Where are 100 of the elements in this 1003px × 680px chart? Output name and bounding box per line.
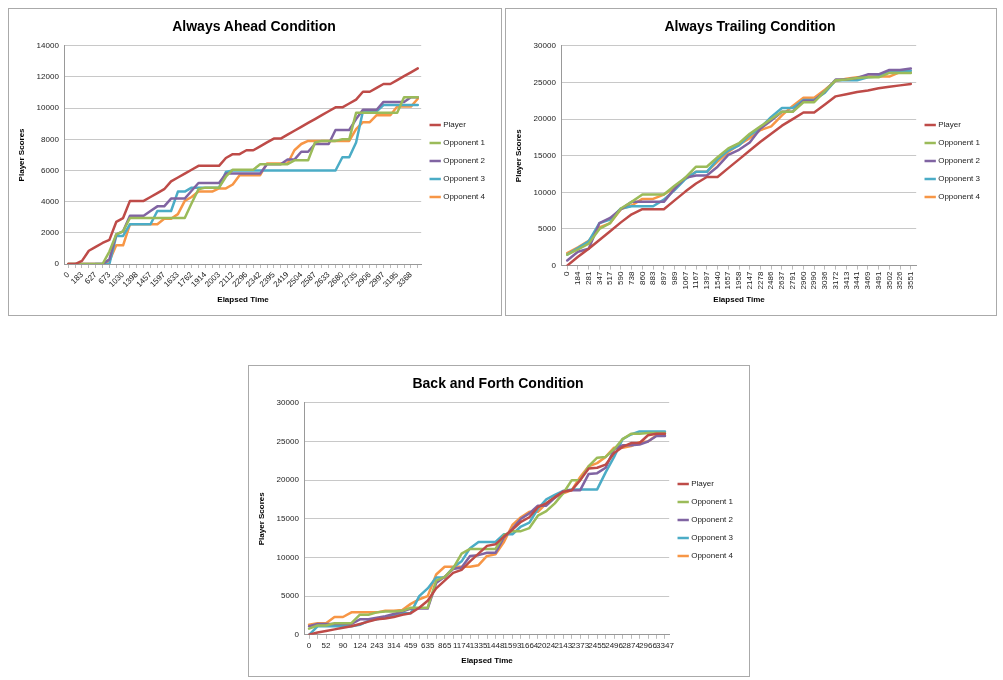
x-tick-label: 2791: [787, 271, 797, 290]
legend-label: Player: [691, 479, 715, 489]
x-tick-label: 865: [437, 640, 452, 650]
y-tick-label: 12000: [36, 72, 60, 82]
legend-label: Opponent 3: [443, 174, 486, 184]
chart-title: Always Ahead Condition: [172, 18, 336, 35]
x-tick-label: 1657: [723, 271, 733, 290]
x-tick-label: 3441: [852, 271, 862, 290]
y-axis-title: Player Scores: [17, 127, 26, 182]
x-tick-label: 1174: [453, 640, 471, 650]
y-tick-label: 15000: [533, 150, 557, 160]
x-tick-label: 2990: [809, 271, 819, 290]
x-tick-label: 1067: [680, 271, 690, 290]
legend-label: Opponent 1: [938, 138, 981, 148]
x-tick-label: 459: [404, 640, 418, 650]
y-tick-label: 10000: [36, 103, 60, 113]
x-tick-label: 517: [605, 271, 615, 285]
x-tick-label: 1540: [712, 271, 722, 290]
y-tick-label: 4000: [41, 196, 60, 206]
y-tick-label: 14000: [36, 41, 60, 50]
legend-label: Opponent 2: [938, 156, 981, 166]
y-tick-label: 5000: [538, 224, 557, 234]
y-axis-title: Player Scores: [514, 128, 523, 183]
x-tick-label: 281: [583, 271, 593, 285]
x-tick-label: 635: [421, 640, 435, 650]
legend-label: Opponent 3: [691, 533, 734, 543]
chart-title: Always Trailing Condition: [664, 18, 836, 35]
x-tick-label: 52: [321, 640, 332, 650]
x-tick-label: 897: [659, 271, 669, 285]
x-tick-label: 2960: [798, 271, 808, 290]
x-tick-label: 1958: [734, 271, 744, 290]
y-tick-label: 8000: [41, 134, 60, 144]
legend-label: Opponent 4: [443, 192, 486, 202]
x-tick-label: 314: [387, 640, 402, 650]
y-tick-label: 20000: [276, 475, 300, 485]
x-tick-label: 2278: [755, 271, 765, 290]
legend-label: Opponent 1: [443, 138, 486, 148]
x-tick-label: 2143: [554, 640, 573, 650]
x-tick-label: 3502: [884, 271, 894, 290]
x-tick-label: 2024: [537, 640, 556, 650]
x-tick-label: 3036: [820, 271, 830, 290]
x-tick-label: 3413: [841, 271, 851, 290]
x-tick-label: 1448: [486, 640, 505, 650]
x-axis-title: Elapsed Time: [713, 295, 766, 305]
x-tick-label: 3526: [895, 271, 905, 290]
x-tick-label: 347: [594, 271, 604, 285]
y-tick-label: 6000: [41, 165, 60, 175]
x-axis-title: Elapsed Time: [461, 656, 514, 666]
y-tick-label: 30000: [533, 41, 557, 50]
legend-label: Player: [443, 120, 467, 130]
legend-label: Opponent 3: [938, 174, 981, 184]
y-tick-label: 15000: [276, 514, 300, 523]
x-tick-label: 3469: [863, 271, 873, 290]
y-tick-label: 0: [294, 630, 300, 639]
x-tick-label: 2486: [766, 271, 776, 290]
x-tick-label: 1335: [469, 640, 488, 650]
y-tick-label: 25000: [276, 436, 300, 446]
x-tick-label: 124: [353, 640, 368, 650]
y-tick-label: 0: [54, 259, 60, 269]
chart-title: Back and Forth Condition: [412, 375, 584, 392]
x-tick-label: 1664: [520, 640, 539, 650]
legend-label: Opponent 4: [691, 551, 734, 561]
y-tick-label: 30000: [276, 398, 300, 407]
x-tick-label: 3347: [656, 640, 675, 650]
x-tick-label: 2455: [588, 640, 607, 650]
x-tick-label: 0: [306, 640, 312, 650]
x-tick-label: 883: [648, 271, 658, 285]
x-tick-label: 738: [626, 271, 636, 285]
y-tick-label: 20000: [533, 114, 557, 124]
y-tick-label: 10000: [533, 187, 557, 197]
y-tick-label: 5000: [281, 591, 300, 601]
x-tick-label: 2637: [777, 271, 787, 290]
legend-label: Opponent 1: [691, 497, 734, 507]
x-tick-label: 3551: [906, 271, 916, 290]
x-tick-label: 184: [573, 271, 583, 285]
x-tick-label: 3172: [830, 271, 840, 290]
x-tick-label: 90: [338, 640, 348, 650]
y-tick-label: 2000: [41, 228, 60, 238]
x-tick-label: 590: [616, 271, 626, 285]
x-tick-label: 1397: [702, 271, 712, 290]
x-tick-label: 3491: [873, 271, 883, 290]
x-tick-label: 989: [669, 271, 679, 285]
y-tick-label: 25000: [533, 77, 557, 87]
legend-label: Opponent 2: [443, 156, 486, 166]
y-axis-title: Player Scores: [257, 491, 266, 546]
y-tick-label: 10000: [276, 552, 300, 562]
x-tick-label: 0: [562, 271, 572, 277]
x-tick-label: 2147: [744, 271, 754, 290]
x-tick-label: 2496: [605, 640, 624, 650]
x-tick-label: 2874: [622, 640, 641, 650]
x-tick-label: 243: [370, 640, 385, 650]
legend-label: Player: [938, 120, 962, 130]
x-tick-label: 1167: [691, 271, 701, 289]
x-tick-label: 860: [637, 271, 647, 285]
legend-label: Opponent 2: [691, 515, 734, 525]
legend-label: Opponent 4: [938, 192, 981, 202]
x-axis-title: Elapsed Time: [217, 295, 270, 305]
x-tick-label: 2373: [571, 640, 590, 650]
x-tick-label: 1593: [503, 640, 522, 650]
x-tick-label: 0: [61, 269, 72, 280]
